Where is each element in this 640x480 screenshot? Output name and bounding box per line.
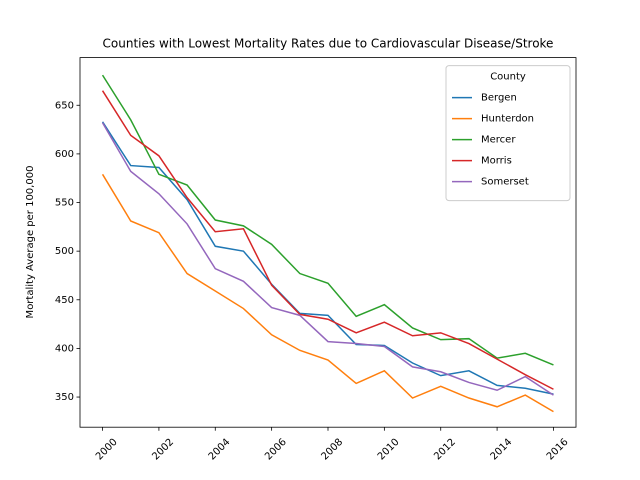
series-line xyxy=(101,90,554,390)
legend-label: Morris xyxy=(481,156,512,167)
y-tick-label: 500 xyxy=(55,246,74,257)
x-tick-label: 2014 xyxy=(489,437,515,463)
x-tick-label: 2004 xyxy=(207,437,233,463)
y-tick-label: 650 xyxy=(55,100,74,111)
y-tick-label: 350 xyxy=(55,392,74,403)
legend-label: Somerset xyxy=(481,177,529,188)
x-tick-label: 2012 xyxy=(432,437,458,463)
legend-label: Mercer xyxy=(481,135,516,146)
series-line xyxy=(101,121,554,395)
x-tick-label: 2010 xyxy=(376,437,402,463)
x-tick-label: 2006 xyxy=(263,437,289,463)
plot-frame xyxy=(79,57,577,428)
series-line xyxy=(101,122,554,396)
x-tick-label: 2000 xyxy=(94,437,120,463)
x-tick-label: 2016 xyxy=(545,437,571,463)
legend-box xyxy=(445,65,571,202)
y-tick-label: 400 xyxy=(55,343,74,354)
series-line xyxy=(101,173,554,413)
y-tick-label: 550 xyxy=(55,198,74,209)
y-tick-label: 450 xyxy=(55,295,74,306)
y-axis-label: Mortality Average per 100,000 xyxy=(25,166,36,319)
x-tick-label: 2002 xyxy=(150,437,176,463)
x-tick-label: 2008 xyxy=(319,437,345,463)
chart-title: Counties with Lowest Mortality Rates due… xyxy=(103,37,554,51)
legend-label: Hunterdon xyxy=(481,114,534,125)
legend-label: Bergen xyxy=(481,93,517,104)
series-line xyxy=(101,74,554,366)
y-tick-label: 600 xyxy=(55,149,74,160)
legend-title: County xyxy=(490,72,526,83)
